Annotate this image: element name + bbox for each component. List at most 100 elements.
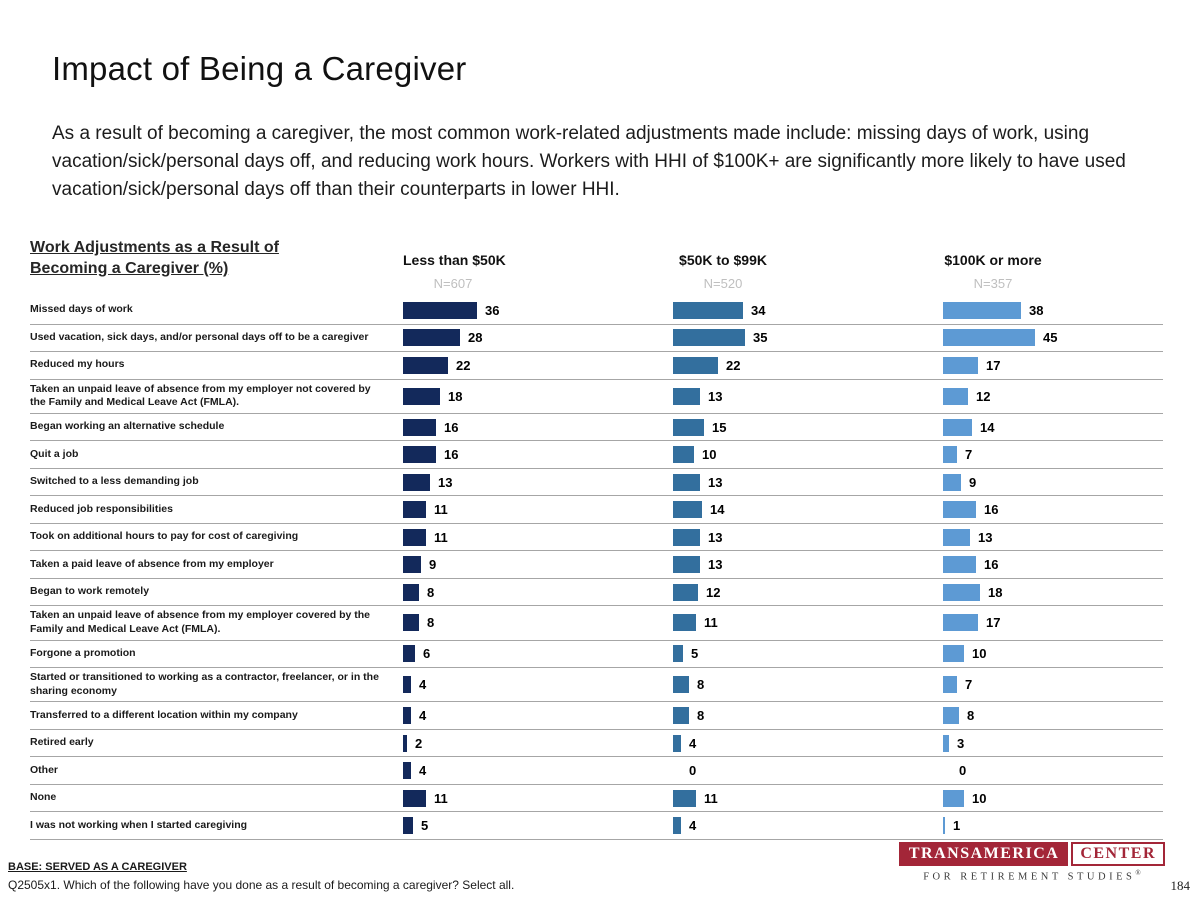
row-label: I was not working when I started caregiv… — [30, 818, 248, 831]
bar-value: 9 — [429, 557, 437, 573]
bar — [403, 418, 436, 436]
bar — [403, 676, 411, 694]
bar-value: 6 — [423, 646, 431, 662]
bar-value: 45 — [1043, 330, 1058, 346]
bar-cell: 35 — [673, 329, 943, 347]
bar-cell: 18 — [943, 583, 1163, 601]
bar — [403, 446, 436, 464]
bar-value: 14 — [710, 502, 725, 518]
bar-cell: 10 — [943, 645, 1163, 663]
bar-value: 14 — [980, 419, 995, 435]
bar — [673, 789, 696, 807]
bar-cell: 11 — [673, 614, 943, 632]
bar-value: 12 — [976, 388, 991, 404]
bar-cell: 36 — [403, 301, 673, 319]
bar-value: 10 — [702, 447, 717, 463]
bar-value: 4 — [689, 735, 697, 751]
chart-row: Switched to a less demanding job 13 13 9 — [30, 469, 1163, 497]
bar-value: 10 — [972, 646, 987, 662]
bar-cell: 9 — [943, 473, 1163, 491]
bar — [673, 301, 743, 319]
bar-value: 12 — [706, 584, 721, 600]
bar — [673, 734, 681, 752]
bar — [673, 556, 700, 574]
column-n-label: N=520 — [703, 276, 743, 291]
bar-cell: 15 — [673, 418, 943, 436]
chart-row: Began working an alternative schedule 16 1… — [30, 414, 1163, 442]
bar — [403, 387, 440, 405]
bar — [673, 473, 700, 491]
bar — [943, 301, 1021, 319]
bar — [943, 501, 976, 519]
chart-row: I was not working when I started caregiv… — [30, 812, 1163, 840]
row-label: Forgone a promotion — [30, 646, 136, 659]
chart-rows: Missed days of work 36 34 38 Used vacation, … — [30, 297, 1163, 840]
bar-cell: 13 — [673, 387, 943, 405]
bar-cell: 28 — [403, 329, 673, 347]
bar-cell: 13 — [673, 473, 943, 491]
bar — [403, 556, 421, 574]
bar — [673, 418, 704, 436]
bar-value: 8 — [697, 677, 705, 693]
bar — [943, 387, 968, 405]
column-n-label: N=357 — [973, 276, 1013, 291]
bar-value: 16 — [444, 419, 459, 435]
bar — [943, 418, 972, 436]
row-label: Transferred to a different location with… — [30, 708, 298, 721]
bar-cell: 8 — [403, 614, 673, 632]
bar-value: 22 — [456, 357, 471, 373]
bar-value: 5 — [691, 646, 699, 662]
bar — [403, 762, 411, 780]
row-label: Quit a job — [30, 447, 79, 460]
bar-value: 11 — [434, 502, 448, 518]
bar — [403, 789, 426, 807]
bar — [403, 356, 448, 374]
bar — [943, 645, 964, 663]
bar — [403, 301, 477, 319]
row-label: Switched to a less demanding job — [30, 475, 199, 488]
bar-value: 13 — [708, 557, 723, 573]
bar — [673, 614, 696, 632]
bar-cell: 22 — [403, 356, 673, 374]
bar-cell: 16 — [403, 418, 673, 436]
row-label: Reduced my hours — [30, 358, 125, 371]
bar-value: 22 — [726, 357, 741, 373]
row-label: Taken a paid leave of absence from my em… — [30, 557, 274, 570]
bar-cell: 16 — [403, 446, 673, 464]
bar-value: 16 — [444, 447, 459, 463]
bar-cell: 13 — [673, 556, 943, 574]
bar-value: 13 — [708, 529, 723, 545]
bar-value: 4 — [689, 818, 697, 834]
bar — [943, 329, 1035, 347]
bar — [403, 734, 407, 752]
chart-row: Retired early 2 4 3 — [30, 730, 1163, 758]
chart-row: Taken a paid leave of absence from my em… — [30, 551, 1163, 579]
bar-value: 17 — [986, 357, 1001, 373]
transamerica-center-logo: TRANSAMERICA CENTER FOR RETIREMENT STUDI… — [898, 842, 1165, 883]
bar-value: 1 — [953, 818, 961, 834]
bar-cell: 0 — [673, 763, 943, 778]
bar-value: 11 — [434, 790, 448, 806]
row-label: Took on additional hours to pay for cost… — [30, 530, 299, 543]
bar-value: 16 — [984, 557, 999, 573]
chart-row: Reduced job responsibilities 11 14 16 — [30, 496, 1163, 524]
logo-subtitle-text: FOR RETIREMENT STUDIES — [923, 871, 1136, 883]
bar-value: 0 — [959, 763, 967, 779]
bar-cell: 14 — [673, 501, 943, 519]
row-label: Started or transitioned to working as a … — [30, 671, 379, 697]
bar-cell: 10 — [673, 446, 943, 464]
bar-value: 11 — [704, 790, 718, 806]
bar-value: 0 — [689, 763, 697, 779]
bar-cell: 9 — [403, 556, 673, 574]
bar-cell: 8 — [403, 583, 673, 601]
bar — [943, 789, 964, 807]
bar — [943, 583, 980, 601]
chart-row: Started or transitioned to working as a … — [30, 668, 1163, 703]
bar-cell: 12 — [943, 387, 1163, 405]
bar-value: 28 — [468, 330, 483, 346]
column-header-100k-or-more: $100K or more N=357 — [943, 238, 1163, 291]
bar-value: 18 — [988, 584, 1003, 600]
chart-row: Other 4 0 0 — [30, 757, 1163, 785]
logo-subtitle: FOR RETIREMENT STUDIES® — [899, 869, 1165, 883]
chart-row: Used vacation, sick days, and/or persona… — [30, 325, 1163, 352]
